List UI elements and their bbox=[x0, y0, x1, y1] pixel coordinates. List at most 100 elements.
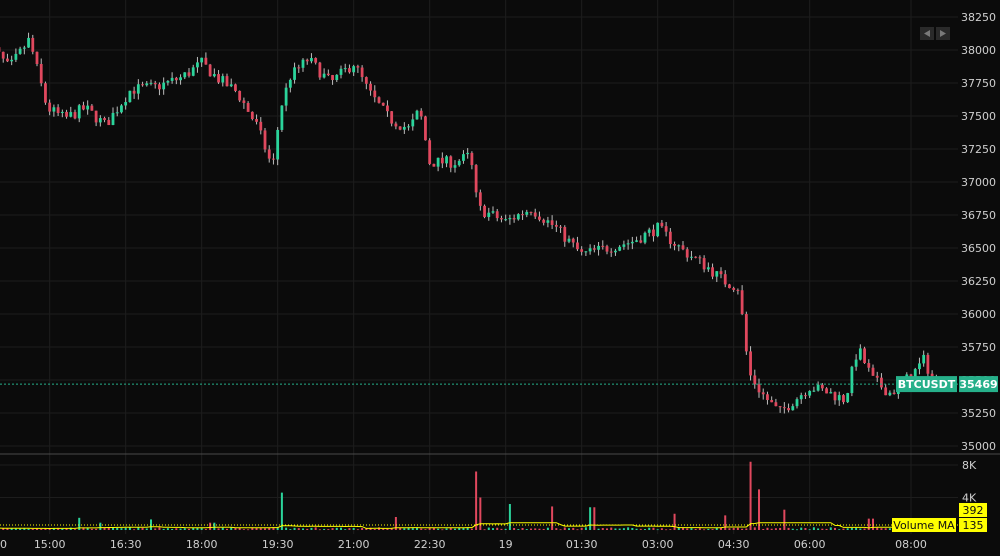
volume-bar bbox=[454, 529, 456, 530]
candle-body bbox=[458, 161, 461, 165]
candle-body bbox=[926, 355, 929, 374]
volume-bar bbox=[606, 528, 608, 530]
volume-bar bbox=[116, 528, 118, 530]
volume-bar bbox=[234, 528, 236, 530]
candle-body bbox=[344, 68, 347, 69]
volume-bar bbox=[589, 507, 591, 530]
candle-body bbox=[500, 218, 503, 219]
volume-tick-label: 8K bbox=[962, 459, 977, 472]
volume-bar bbox=[294, 528, 296, 530]
volume-bar bbox=[551, 506, 553, 530]
candle-body bbox=[846, 393, 849, 402]
volume-bar bbox=[336, 528, 338, 530]
volume-bar bbox=[758, 489, 760, 530]
candle-body bbox=[876, 376, 879, 378]
volume-bar bbox=[353, 528, 355, 530]
candle-body bbox=[745, 314, 748, 351]
candle-body bbox=[918, 363, 921, 369]
candle-body bbox=[183, 72, 186, 77]
volume-bar bbox=[420, 529, 422, 530]
candle-body bbox=[559, 227, 562, 228]
volume-bar bbox=[163, 529, 165, 530]
candle-body bbox=[508, 218, 511, 219]
candle-body bbox=[99, 118, 102, 122]
candle-body bbox=[145, 83, 148, 85]
volume-bar bbox=[142, 528, 144, 530]
candle-body bbox=[318, 63, 321, 78]
candle-body bbox=[356, 66, 359, 67]
candle-body bbox=[264, 130, 267, 149]
candle-body bbox=[644, 233, 647, 243]
volume-bar bbox=[205, 529, 207, 530]
candle-body bbox=[601, 246, 604, 247]
volume-bar bbox=[496, 528, 498, 530]
candle-body bbox=[732, 288, 735, 290]
candle-body bbox=[14, 54, 17, 60]
candle-body bbox=[120, 105, 123, 112]
volume-bar bbox=[264, 528, 266, 530]
candle-body bbox=[242, 100, 245, 103]
volume-bar bbox=[209, 523, 211, 530]
left-arrow-icon[interactable] bbox=[920, 27, 934, 40]
candle-body bbox=[213, 74, 216, 76]
volume-bar bbox=[125, 528, 127, 530]
candle-body bbox=[449, 156, 452, 167]
candle-body bbox=[720, 271, 723, 274]
candle-body bbox=[470, 153, 473, 165]
candle-body bbox=[656, 223, 659, 236]
volume-bar bbox=[222, 528, 224, 530]
price-tick-label: 36750 bbox=[961, 209, 996, 222]
candle-body bbox=[787, 408, 790, 410]
volume-bar bbox=[171, 529, 173, 530]
candle-body bbox=[825, 388, 828, 393]
volume-bar bbox=[690, 528, 692, 530]
volume-bar bbox=[665, 529, 667, 530]
right-arrow-icon[interactable] bbox=[936, 27, 950, 40]
candle-body bbox=[411, 119, 414, 126]
candle-body bbox=[791, 406, 794, 410]
volume-bar bbox=[310, 528, 312, 530]
volume-bar bbox=[779, 528, 781, 530]
volume-bar bbox=[522, 528, 524, 530]
volume-bar bbox=[348, 528, 350, 530]
candle-body bbox=[525, 212, 528, 215]
candle-body bbox=[403, 127, 406, 130]
candle-body bbox=[669, 232, 672, 244]
volume-bar bbox=[285, 528, 287, 530]
volume-bar bbox=[218, 528, 220, 530]
price-tick-label: 36000 bbox=[961, 308, 996, 321]
candle-body bbox=[78, 105, 81, 118]
volume-bar bbox=[699, 528, 701, 530]
candle-body bbox=[703, 258, 706, 269]
volume-bar bbox=[505, 529, 507, 530]
candle-body bbox=[285, 88, 288, 106]
volume-bar bbox=[243, 529, 245, 530]
volume-bar bbox=[488, 528, 490, 530]
volume-bar bbox=[627, 527, 629, 530]
volume-bar bbox=[146, 528, 148, 530]
candle-body bbox=[758, 384, 761, 392]
volume-bar bbox=[619, 529, 621, 530]
volume-bar bbox=[598, 529, 600, 530]
volume-bar bbox=[585, 527, 587, 530]
candle-body bbox=[306, 60, 309, 62]
volume-bar bbox=[239, 528, 241, 530]
volume-bar bbox=[804, 528, 806, 530]
volume-bar bbox=[724, 515, 726, 530]
candle-body bbox=[365, 77, 368, 84]
candle-body bbox=[483, 206, 486, 217]
candle-body bbox=[289, 80, 292, 88]
candle-body bbox=[568, 239, 571, 242]
volume-bar bbox=[437, 529, 439, 530]
volume-bar bbox=[737, 528, 739, 530]
volume-bar bbox=[196, 528, 198, 530]
volume-ma-legend: Volume MA bbox=[893, 519, 955, 532]
volume-bar bbox=[851, 528, 853, 530]
volume-bar bbox=[543, 529, 545, 530]
candle-body bbox=[382, 103, 385, 106]
volume-bar bbox=[471, 529, 473, 530]
volume-bar bbox=[593, 507, 595, 530]
volume-bar bbox=[560, 529, 562, 530]
candle-body bbox=[880, 378, 883, 388]
